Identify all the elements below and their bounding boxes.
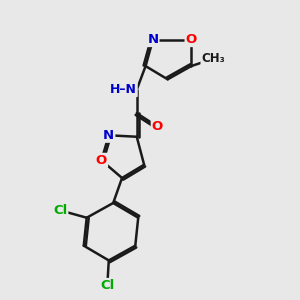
Text: O: O <box>96 154 107 167</box>
Text: O: O <box>152 120 163 133</box>
Text: Cl: Cl <box>100 279 114 292</box>
Text: CH₃: CH₃ <box>201 52 225 65</box>
Text: N: N <box>103 129 114 142</box>
Text: O: O <box>186 33 197 46</box>
Text: H–N: H–N <box>110 83 137 96</box>
Text: N: N <box>147 33 158 46</box>
Text: Cl: Cl <box>53 204 67 217</box>
